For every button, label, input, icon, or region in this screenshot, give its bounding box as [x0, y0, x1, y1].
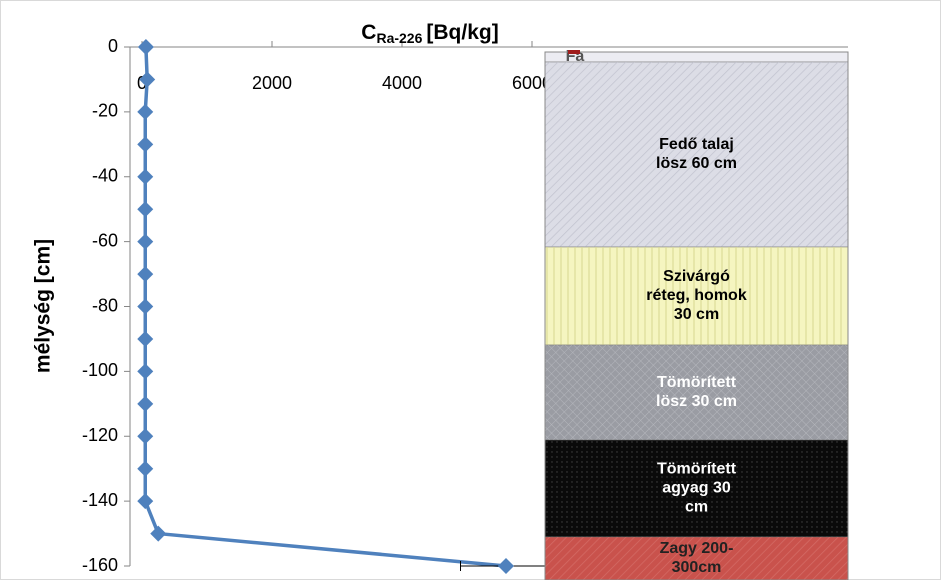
layer-label: réteg, homok	[646, 287, 747, 304]
data-point	[137, 39, 154, 55]
layer-pattern	[545, 537, 848, 580]
x-tick-label: 0	[137, 73, 147, 93]
data-point	[137, 298, 154, 315]
layer-label: Tömörített	[657, 374, 737, 391]
data-point	[137, 395, 154, 412]
layer-label: Szivárgó	[663, 268, 730, 285]
layer-label: Tömörített	[657, 461, 737, 478]
data-point	[137, 493, 154, 510]
data-point	[150, 525, 167, 542]
title-sub: Ra-226	[376, 30, 422, 46]
y-tick-label: -40	[92, 166, 118, 186]
layer-label: cm	[685, 499, 708, 516]
profile-marker	[568, 50, 580, 54]
data-point	[137, 266, 154, 283]
profile-border	[544, 51, 849, 580]
y-tick-label: -120	[82, 425, 118, 445]
y-tick-label: -160	[82, 555, 118, 575]
layer-pattern	[545, 345, 848, 440]
y-tick-label: -20	[92, 101, 118, 121]
y-tick-label: -100	[82, 360, 118, 380]
layer-label: Fedő talaj	[659, 136, 734, 153]
y-tick-label: -140	[82, 490, 118, 510]
title-main: C	[361, 21, 376, 44]
data-point	[137, 168, 154, 185]
data-point	[137, 136, 154, 153]
layer-label: lösz 60 cm	[656, 155, 737, 172]
title-unit: [Bq/kg]	[426, 21, 498, 44]
y-axis-label: mélység [cm]	[32, 239, 55, 373]
x-tick-label: 4000	[382, 73, 422, 93]
data-point	[139, 71, 156, 88]
layer-label: 30 cm	[674, 306, 719, 323]
data-point	[137, 233, 154, 250]
layer-fill	[544, 51, 849, 63]
data-point	[498, 558, 514, 574]
layer-label: agyag 30	[662, 480, 731, 497]
layer-label: Zagy 200-	[660, 540, 734, 557]
y-tick-label: -60	[92, 230, 118, 250]
layer-pattern	[545, 62, 848, 247]
y-tick-label: 0	[108, 36, 118, 56]
x-tick-label: 2000	[252, 73, 292, 93]
data-point	[137, 103, 154, 120]
layer-label: 300cm	[672, 559, 722, 576]
data-point	[137, 460, 154, 477]
y-tick-label: -80	[92, 295, 118, 315]
layer-pattern	[545, 440, 848, 537]
data-point	[137, 428, 154, 445]
x-tick-label: 6000	[512, 73, 552, 93]
data-point	[137, 363, 154, 380]
layer-label: lösz 30 cm	[656, 393, 737, 410]
data-point	[137, 201, 154, 218]
chart-title: CRa-226 [Bq/kg]	[361, 21, 498, 46]
data-point	[137, 330, 154, 347]
layer-pattern	[545, 247, 848, 345]
